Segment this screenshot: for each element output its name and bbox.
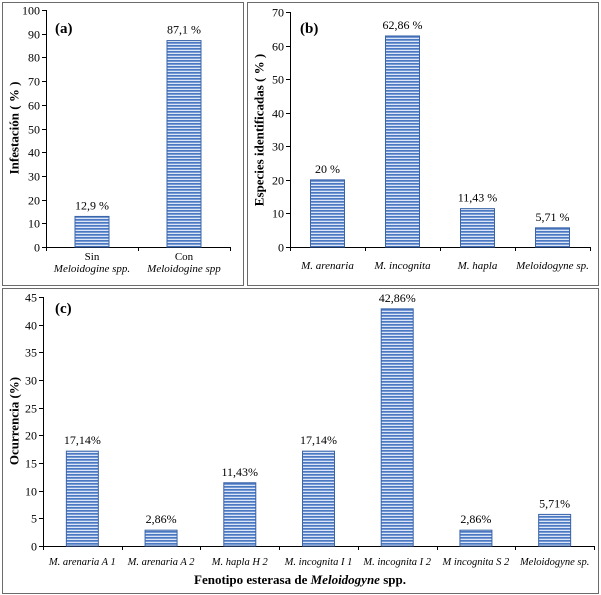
bar (538, 513, 572, 547)
bar (460, 208, 495, 248)
y-tick-label: 30 (28, 170, 40, 184)
y-axis-title: Infestación ( % ) (7, 82, 22, 175)
category-label-line: M. arenaria (300, 260, 354, 272)
y-tick-label: 60 (28, 99, 40, 113)
category-label-line: Meloidogine spp (146, 263, 221, 275)
y-tick-label: 10 (25, 485, 37, 499)
y-tick-label: 30 (25, 374, 37, 388)
value-label: 12,9 % (75, 198, 109, 212)
y-tick-label: 40 (272, 107, 284, 121)
y-tick-label: 30 (272, 140, 284, 154)
panel-frame (2, 288, 599, 594)
y-tick-label: 15 (25, 457, 37, 471)
category-label-line: Meloidogyne sp. (515, 260, 589, 272)
value-label: 62,86 % (383, 18, 423, 32)
category-label-line: Meloidogyne sp. (519, 557, 589, 568)
x-axis-title: Fenotipo esterasa de Meloidogyne spp. (194, 572, 406, 587)
category-label-line: Sin (85, 251, 100, 263)
value-label: 20 % (315, 162, 340, 176)
value-label: 2,86% (460, 512, 491, 526)
category-label: M. incognita (373, 260, 431, 272)
y-tick-label: 20 (25, 429, 37, 443)
panel-label: (a) (55, 21, 73, 37)
y-tick-label: 90 (28, 28, 40, 42)
category-label-line: M. incognita (373, 260, 431, 272)
category-label-line: M. hapla H 2 (211, 557, 269, 568)
bar (310, 179, 345, 248)
y-tick-label: 10 (28, 217, 40, 231)
y-tick-label: 60 (272, 40, 284, 54)
value-label: 87,1 % (167, 23, 201, 37)
y-tick-label: 50 (272, 73, 284, 87)
panel-c: 0 5 10 15 20 25 30 35 40 45 17,14% M. arenaria A 1 2… (2, 288, 599, 594)
y-tick-label: 20 (28, 194, 40, 208)
y-tick-label: 10 (272, 207, 284, 221)
bar (74, 215, 110, 248)
category-label-line: Con (175, 251, 194, 263)
value-label: 2,86% (146, 512, 177, 526)
value-label: 11,43% (222, 465, 259, 479)
value-label: 42,86% (379, 291, 416, 305)
x-axis-title-part: Meloidogyne (310, 572, 381, 587)
category-label-line: M incognita S 2 (442, 557, 511, 568)
y-tick-label: 70 (272, 6, 284, 20)
category-label: M. incognita I 1 (284, 557, 353, 568)
y-tick-label: 0 (34, 241, 40, 255)
y-tick-label: 40 (28, 146, 40, 160)
panel-frame (2, 2, 244, 286)
category-label: Con Meloidogine spp (146, 251, 221, 275)
y-tick-label: 5 (31, 512, 37, 526)
bar (302, 450, 335, 547)
y-tick-label: 25 (25, 402, 37, 416)
y-tick-label: 100 (22, 4, 40, 18)
category-label: M. arenaria A 2 (127, 557, 196, 568)
category-label-line: M. incognita I 1 (284, 557, 353, 568)
category-label: Sin Meloidogine spp. (53, 251, 130, 275)
panel-b: 0 10 20 30 40 50 60 70 20 % M. arenaria 62,86 % M. … (247, 2, 599, 286)
panel-label: (b) (300, 21, 318, 37)
y-tick-label: 45 (25, 291, 37, 305)
category-label-line: Meloidogine spp. (53, 263, 130, 275)
category-label: M. incognita I 2 (362, 557, 431, 568)
category-label: Meloidogyne sp. (515, 260, 589, 272)
category-label: M. hapla (457, 260, 498, 272)
y-tick-label: 35 (25, 346, 37, 360)
y-tick-label: 40 (25, 319, 37, 333)
category-label-line: M. incognita I 2 (362, 557, 431, 568)
category-label: M. arenaria A 1 (48, 557, 116, 568)
x-axis-title-part: Fenotipo esterasa de (194, 572, 311, 587)
bar (65, 450, 99, 547)
bar (223, 482, 257, 547)
y-tick-label: 0 (31, 540, 37, 554)
y-tick-label: 0 (278, 241, 284, 255)
y-axis-title: Especies identificadas ( % ) (252, 54, 267, 206)
y-tick-label: 20 (272, 174, 284, 188)
y-tick-label: 50 (28, 123, 40, 137)
value-label: 5,71 % (536, 210, 570, 224)
y-tick-label: 70 (28, 75, 40, 89)
bar (166, 40, 202, 248)
bar (459, 529, 493, 547)
value-label: 11,43 % (458, 191, 498, 205)
category-label-line: M. hapla (457, 260, 498, 272)
value-label: 17,14% (300, 433, 337, 447)
bar (380, 308, 414, 547)
bar (535, 227, 570, 248)
panel-label: (c) (55, 301, 72, 317)
category-label: M. hapla H 2 (211, 557, 269, 568)
category-label: M incognita S 2 (442, 557, 511, 568)
x-axis-title-part: spp. (380, 572, 406, 587)
value-label: 5,71% (539, 496, 570, 510)
category-label-line: M. arenaria A 1 (48, 557, 116, 568)
category-label: M. arenaria (300, 260, 354, 272)
bar (385, 35, 420, 248)
category-label: Meloidogyne sp. (519, 557, 589, 568)
category-label-line: M. arenaria A 2 (127, 557, 196, 568)
value-label: 17,14% (64, 433, 101, 447)
y-axis-title: Ocurrencia (%) (7, 377, 22, 465)
bar (144, 529, 178, 547)
y-tick-label: 80 (28, 51, 40, 65)
